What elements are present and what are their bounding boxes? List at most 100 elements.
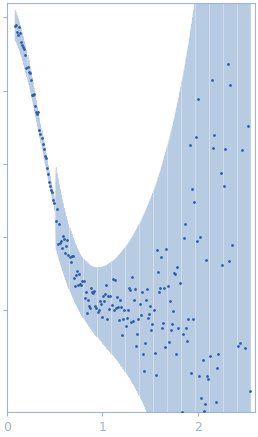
- Point: [226, 60, 230, 67]
- Point: [189, 370, 193, 377]
- Point: [69, 259, 73, 266]
- Point: [35, 111, 39, 118]
- Point: [39, 135, 44, 142]
- Point: [104, 281, 108, 288]
- Point: [61, 232, 65, 239]
- Point: [93, 302, 98, 309]
- Point: [42, 145, 46, 152]
- Point: [65, 237, 69, 244]
- Point: [123, 323, 127, 329]
- Point: [198, 234, 202, 241]
- Point: [161, 319, 165, 326]
- Point: [63, 250, 67, 257]
- Point: [192, 198, 197, 205]
- Point: [202, 407, 206, 414]
- Point: [120, 332, 124, 339]
- Point: [228, 82, 232, 89]
- Point: [46, 170, 50, 177]
- Point: [114, 305, 118, 312]
- Point: [76, 282, 80, 289]
- Point: [100, 314, 104, 321]
- Point: [162, 284, 166, 291]
- Point: [47, 179, 51, 186]
- Point: [107, 305, 111, 312]
- Point: [156, 269, 160, 276]
- Point: [173, 271, 177, 277]
- Point: [23, 51, 27, 58]
- Point: [99, 300, 103, 307]
- Point: [184, 324, 188, 331]
- Point: [78, 280, 82, 287]
- Point: [28, 69, 32, 76]
- Point: [141, 350, 145, 357]
- Point: [139, 311, 143, 318]
- Point: [45, 165, 49, 172]
- Point: [158, 284, 162, 291]
- Point: [132, 296, 136, 303]
- Point: [113, 276, 117, 283]
- Point: [24, 64, 28, 71]
- Point: [229, 423, 233, 430]
- Point: [57, 221, 61, 228]
- Point: [51, 197, 55, 204]
- Point: [13, 22, 17, 29]
- Point: [48, 183, 52, 190]
- Point: [203, 401, 207, 408]
- Point: [44, 155, 48, 162]
- Point: [66, 252, 70, 259]
- Point: [223, 146, 227, 153]
- Point: [88, 305, 92, 312]
- Point: [199, 395, 203, 402]
- Point: [96, 307, 101, 314]
- Point: [176, 325, 180, 332]
- Point: [86, 296, 90, 303]
- Point: [41, 140, 45, 147]
- Point: [74, 271, 78, 278]
- Point: [89, 284, 93, 291]
- Point: [182, 235, 186, 242]
- Point: [155, 246, 159, 253]
- Point: [59, 237, 63, 244]
- Point: [70, 253, 74, 260]
- Point: [186, 315, 190, 322]
- Point: [130, 273, 134, 280]
- Point: [14, 22, 18, 29]
- Point: [152, 349, 157, 356]
- Point: [15, 28, 19, 35]
- Point: [122, 306, 126, 313]
- Point: [144, 296, 148, 303]
- Point: [62, 235, 66, 242]
- Point: [31, 91, 35, 98]
- Point: [197, 372, 201, 379]
- Point: [165, 282, 170, 289]
- Point: [53, 217, 58, 224]
- Point: [219, 169, 223, 176]
- Point: [87, 303, 91, 310]
- Point: [243, 345, 247, 352]
- Point: [90, 288, 94, 295]
- Point: [240, 147, 244, 154]
- Point: [20, 42, 24, 49]
- Point: [135, 330, 139, 337]
- Point: [73, 283, 77, 290]
- Point: [163, 343, 167, 350]
- Point: [215, 365, 219, 372]
- Point: [195, 237, 199, 244]
- Point: [101, 293, 105, 300]
- Point: [60, 244, 64, 251]
- Point: [168, 297, 172, 304]
- Point: [230, 242, 234, 249]
- Point: [80, 278, 85, 285]
- Point: [205, 372, 209, 379]
- Point: [212, 132, 216, 139]
- Point: [148, 303, 152, 310]
- Point: [171, 307, 175, 314]
- Point: [112, 306, 116, 313]
- Point: [52, 200, 57, 207]
- Point: [160, 325, 164, 332]
- Point: [150, 320, 155, 327]
- Point: [102, 297, 106, 304]
- Point: [131, 317, 135, 324]
- Point: [134, 342, 138, 349]
- Point: [75, 267, 79, 274]
